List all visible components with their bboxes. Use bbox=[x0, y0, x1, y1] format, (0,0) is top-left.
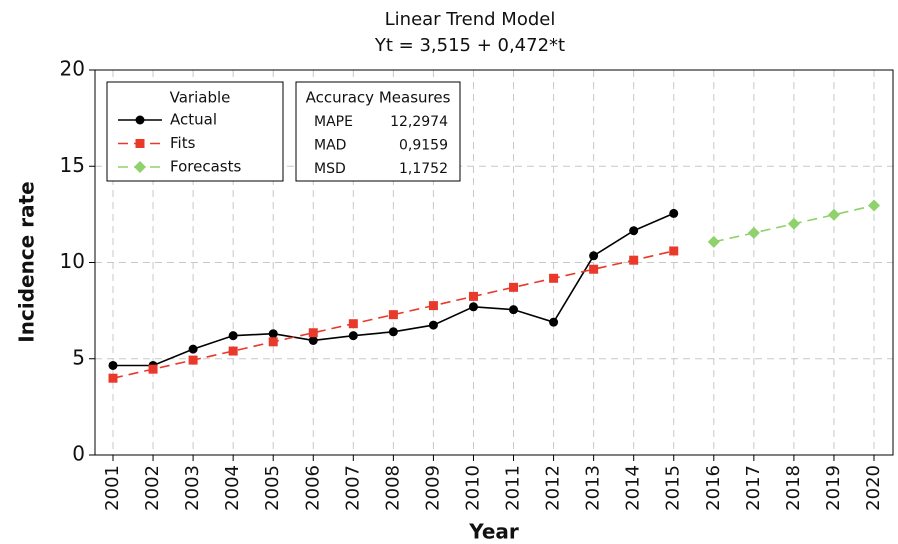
data-point bbox=[268, 337, 278, 347]
data-point bbox=[348, 319, 358, 329]
legend-marker bbox=[134, 161, 146, 173]
data-point bbox=[188, 355, 198, 365]
data-point bbox=[108, 373, 118, 383]
data-point bbox=[348, 331, 358, 341]
legend-label: Fits bbox=[170, 134, 196, 152]
legend-marker bbox=[135, 139, 145, 148]
data-point bbox=[707, 235, 720, 248]
chart-subtitle: Yt = 3,515 + 0,472*t bbox=[374, 35, 565, 56]
legend-label: Actual bbox=[170, 111, 217, 129]
y-tick-label: 10 bbox=[60, 249, 85, 273]
x-tick-label: 2002 bbox=[142, 465, 163, 511]
data-point bbox=[589, 251, 599, 261]
x-tick-label: 2004 bbox=[222, 465, 243, 511]
data-point bbox=[669, 208, 679, 218]
data-point bbox=[747, 226, 760, 239]
x-tick-label: 2009 bbox=[422, 465, 443, 511]
accuracy-label: MAD bbox=[314, 138, 346, 154]
data-point bbox=[827, 208, 840, 221]
x-tick-label: 2011 bbox=[503, 465, 524, 511]
x-tick-label: 2016 bbox=[703, 465, 724, 511]
data-point bbox=[188, 344, 198, 354]
y-tick-label: 20 bbox=[60, 57, 85, 81]
data-point bbox=[509, 282, 519, 292]
x-tick-label: 2005 bbox=[262, 465, 283, 511]
legend-label: Forecasts bbox=[170, 158, 241, 176]
data-point bbox=[787, 217, 800, 230]
x-tick-label: 2008 bbox=[382, 465, 403, 511]
y-tick-label: 5 bbox=[72, 345, 85, 369]
data-point bbox=[388, 327, 398, 337]
x-tick-label: 2001 bbox=[102, 465, 123, 511]
data-point bbox=[509, 305, 519, 315]
x-tick-label: 2006 bbox=[302, 465, 323, 511]
data-point bbox=[428, 301, 438, 311]
data-point bbox=[468, 302, 478, 312]
data-point bbox=[589, 264, 599, 274]
x-tick-label: 2010 bbox=[462, 465, 483, 511]
data-point bbox=[228, 331, 238, 341]
x-tick-label: 2003 bbox=[182, 465, 203, 511]
accuracy-value: 1,1752 bbox=[399, 161, 448, 177]
accuracy-label: MAPE bbox=[314, 114, 353, 130]
x-tick-label: 2019 bbox=[823, 465, 844, 511]
accuracy-title: Accuracy Measures bbox=[306, 89, 451, 107]
x-tick-label: 2018 bbox=[783, 465, 804, 511]
data-point bbox=[549, 317, 559, 327]
data-point bbox=[308, 328, 318, 338]
x-tick-label: 2013 bbox=[583, 465, 604, 511]
data-point bbox=[468, 291, 478, 301]
data-point bbox=[108, 360, 118, 370]
data-point bbox=[549, 273, 559, 283]
accuracy-value: 12,2974 bbox=[390, 114, 448, 130]
data-point bbox=[629, 226, 639, 236]
data-point bbox=[669, 246, 679, 256]
data-point bbox=[148, 364, 158, 374]
data-point bbox=[268, 329, 278, 339]
data-point bbox=[308, 335, 318, 345]
legend-marker bbox=[135, 115, 145, 125]
accuracy-box bbox=[295, 81, 461, 182]
accuracy-value: 0,9159 bbox=[399, 138, 448, 154]
x-tick-label: 2012 bbox=[543, 465, 564, 511]
legend-box bbox=[106, 81, 284, 182]
chart-title: Linear Trend Model bbox=[385, 9, 556, 30]
x-tick-label: 2020 bbox=[863, 465, 884, 511]
data-point bbox=[228, 346, 238, 356]
x-tick-label: 2014 bbox=[623, 465, 644, 511]
y-axis-label: Incidence rate bbox=[15, 181, 39, 342]
y-tick-label: 15 bbox=[60, 153, 85, 177]
plot-frame bbox=[94, 69, 894, 456]
data-point bbox=[428, 320, 438, 330]
data-point bbox=[868, 199, 880, 212]
data-point bbox=[629, 255, 639, 265]
legend-title: Variable bbox=[170, 89, 231, 107]
x-tick-label: 2007 bbox=[342, 465, 363, 511]
data-point bbox=[388, 310, 398, 320]
accuracy-label: MSD bbox=[314, 161, 346, 177]
x-axis-label: Year bbox=[468, 520, 519, 544]
x-tick-label: 2015 bbox=[663, 465, 684, 511]
x-tick-label: 2017 bbox=[743, 465, 764, 511]
y-tick-label: 0 bbox=[72, 442, 85, 466]
